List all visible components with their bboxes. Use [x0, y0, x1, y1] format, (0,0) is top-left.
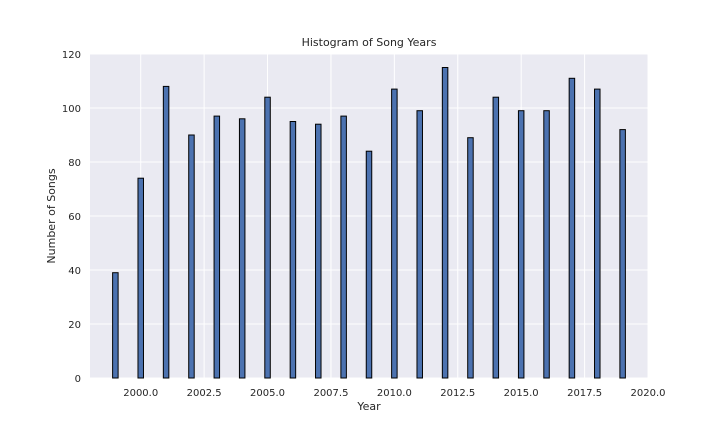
x-axis-ticks: 2000.0 2002.5 2005.0 2007.5 2010.0 2012.5 2015…: [123, 388, 665, 399]
bar-1999: [112, 272, 119, 379]
y-tick-label: 40: [68, 266, 81, 277]
bar-2002: [188, 134, 195, 379]
bar-2010: [391, 88, 398, 379]
bar-2003: [213, 115, 221, 379]
bar-2006: [289, 121, 297, 379]
bar-2015: [517, 110, 525, 379]
bar-2013: [467, 137, 474, 379]
bar-2016: [543, 110, 550, 379]
y-tick-label: 80: [68, 158, 81, 169]
y-tick-label: 120: [62, 50, 81, 61]
bar-2019: [619, 129, 626, 379]
y-tick-label: 0: [75, 374, 81, 385]
bars: [112, 67, 626, 379]
y-tick-label: 100: [62, 104, 81, 115]
bar-2001: [162, 85, 170, 379]
y-axis-ticks: 0 20 40 60 80 100 120: [62, 50, 81, 385]
x-axis-label: Year: [356, 400, 381, 413]
x-tick-label: 2012.5: [440, 388, 475, 399]
bar-2017: [568, 77, 576, 379]
x-tick-label: 2017.5: [567, 388, 602, 399]
x-tick-label: 2015.0: [504, 388, 539, 399]
bar-2000: [137, 177, 144, 379]
y-tick-label: 60: [68, 212, 81, 223]
bar-2009: [365, 150, 373, 379]
bar-2011: [416, 110, 423, 379]
bar-2014: [492, 96, 500, 379]
x-tick-label: 2020.0: [631, 388, 666, 399]
bar-2005: [264, 96, 271, 379]
y-axis-label: Number of Songs: [45, 168, 58, 263]
bar-2004: [238, 118, 246, 379]
chart-title: Histogram of Song Years: [302, 36, 437, 49]
bar-2008: [340, 115, 347, 379]
y-tick-label: 20: [68, 320, 81, 331]
x-tick-label: 2002.5: [187, 388, 222, 399]
bar-2012: [441, 67, 449, 379]
x-tick-label: 2010.0: [377, 388, 412, 399]
bar-2018: [594, 88, 601, 379]
x-tick-label: 2005.0: [250, 388, 285, 399]
x-tick-label: 2007.5: [313, 388, 348, 399]
x-tick-label: 2000.0: [123, 388, 158, 399]
bar-2007: [315, 123, 322, 379]
